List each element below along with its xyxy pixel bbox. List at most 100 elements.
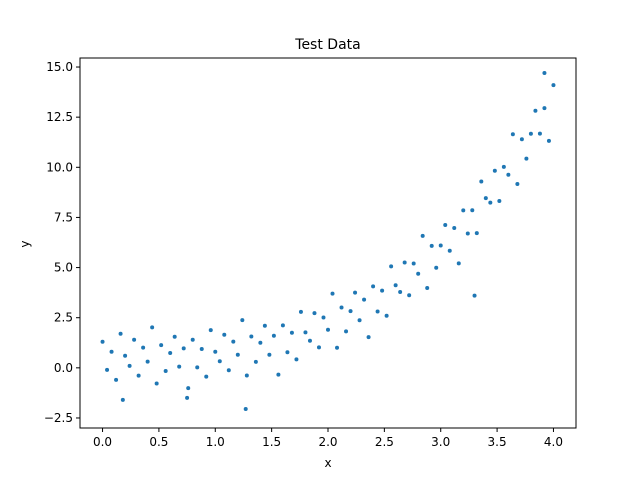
- point: [393, 283, 398, 288]
- point: [312, 311, 317, 316]
- point: [298, 309, 303, 314]
- point: [321, 315, 326, 320]
- point: [371, 284, 376, 289]
- y-tick-label: 7.5: [54, 210, 73, 224]
- point: [289, 330, 294, 335]
- point: [438, 243, 443, 248]
- x-tick-label: 3.5: [488, 435, 507, 449]
- point: [474, 231, 479, 236]
- point: [533, 108, 538, 113]
- point: [348, 309, 353, 314]
- point: [411, 261, 416, 266]
- x-tick-label: 0.5: [149, 435, 168, 449]
- point: [109, 349, 114, 354]
- point: [510, 132, 515, 137]
- point: [515, 181, 520, 186]
- point: [120, 397, 125, 402]
- x-tick-label: 2.0: [318, 435, 337, 449]
- point: [199, 346, 204, 351]
- point: [488, 200, 493, 205]
- axes-frame: [79, 57, 577, 429]
- point: [551, 83, 556, 88]
- point: [528, 131, 533, 136]
- point: [546, 138, 551, 143]
- point: [384, 313, 389, 318]
- point: [285, 350, 290, 355]
- x-tick-label: 3.0: [431, 435, 450, 449]
- point: [335, 345, 340, 350]
- point: [470, 208, 475, 213]
- y-axis-label: y: [18, 240, 32, 247]
- point: [294, 357, 299, 362]
- point: [195, 365, 200, 370]
- point: [226, 368, 231, 373]
- point: [434, 265, 439, 270]
- y-tick-label: 15.0: [46, 60, 73, 74]
- point: [443, 223, 448, 228]
- point: [339, 305, 344, 310]
- x-tick-label: 0.0: [93, 435, 112, 449]
- point: [253, 359, 258, 364]
- point: [456, 261, 461, 266]
- point: [447, 248, 452, 253]
- point: [280, 323, 285, 328]
- point: [204, 374, 209, 379]
- point: [375, 309, 380, 314]
- point: [483, 196, 488, 201]
- y-tick-label: −2.5: [44, 411, 73, 425]
- point: [326, 327, 330, 332]
- point: [362, 297, 367, 302]
- point: [497, 198, 502, 203]
- point: [330, 291, 335, 296]
- point: [267, 352, 272, 357]
- y-tick-label: 10.0: [46, 160, 73, 174]
- point: [461, 208, 466, 213]
- x-axis-label: x: [324, 456, 331, 470]
- point: [344, 329, 349, 334]
- point: [145, 359, 150, 364]
- point: [366, 335, 371, 340]
- point: [231, 339, 236, 344]
- point: [276, 372, 281, 377]
- point: [519, 137, 524, 142]
- y-tick-label: 12.5: [46, 110, 73, 124]
- point: [425, 286, 430, 291]
- point: [492, 168, 497, 173]
- point: [479, 179, 484, 184]
- point: [168, 350, 173, 355]
- point: [402, 260, 407, 265]
- point: [123, 353, 128, 358]
- point: [244, 373, 249, 378]
- point: [105, 367, 110, 372]
- y-tick-label: 5.0: [54, 261, 73, 275]
- point: [177, 364, 182, 369]
- point: [307, 338, 312, 343]
- point: [190, 337, 195, 342]
- point: [222, 332, 227, 337]
- point: [416, 271, 421, 276]
- point: [208, 328, 213, 333]
- point: [249, 334, 254, 339]
- point: [172, 334, 177, 339]
- point: [420, 233, 425, 238]
- point: [389, 264, 394, 269]
- x-tick-label: 2.5: [375, 435, 394, 449]
- point: [217, 359, 222, 364]
- y-tick-label: 2.5: [54, 311, 73, 325]
- point: [118, 331, 123, 336]
- point: [154, 381, 159, 386]
- point: [271, 333, 276, 338]
- point: [132, 337, 137, 342]
- plot-area: 0.0 0.5 1.0 1.5 2.0 2.5 3.0 3.5 4.0 −2.5 0.0 2.5 5.0…: [44, 60, 563, 449]
- point: [429, 243, 434, 248]
- point: [235, 352, 240, 357]
- x-tick-label: 1.0: [206, 435, 225, 449]
- point: [407, 293, 412, 298]
- x-tick-label: 4.0: [544, 435, 563, 449]
- point: [159, 343, 164, 348]
- point: [472, 293, 477, 298]
- y-tick-label: 0.0: [54, 361, 73, 375]
